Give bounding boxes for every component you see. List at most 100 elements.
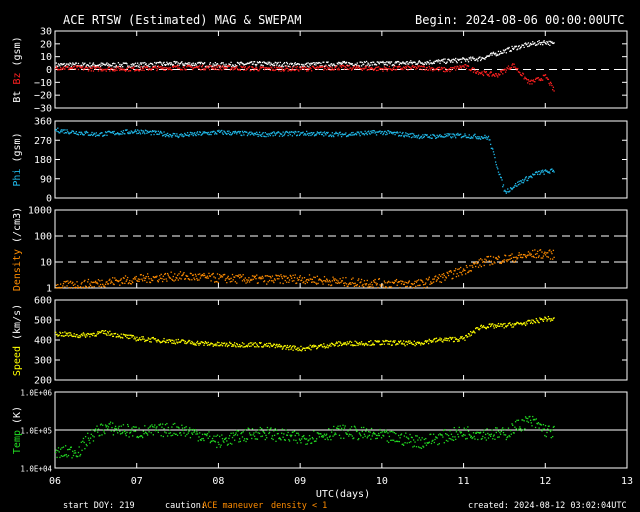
data-point bbox=[208, 344, 210, 346]
data-point bbox=[477, 266, 480, 268]
data-point bbox=[76, 455, 78, 458]
data-point bbox=[424, 133, 426, 136]
data-point bbox=[134, 338, 137, 340]
data-point bbox=[233, 131, 235, 133]
data-point bbox=[345, 67, 347, 69]
data-point bbox=[67, 454, 70, 457]
data-point bbox=[309, 278, 311, 280]
data-point bbox=[371, 435, 373, 437]
data-point bbox=[263, 135, 265, 137]
data-point bbox=[91, 333, 93, 335]
data-point bbox=[503, 69, 505, 71]
data-point bbox=[394, 65, 396, 67]
data-point bbox=[58, 68, 60, 71]
data-point bbox=[480, 325, 482, 327]
data-point bbox=[187, 340, 189, 343]
data-point bbox=[333, 434, 336, 436]
data-point bbox=[445, 276, 447, 278]
data-point bbox=[550, 318, 552, 320]
data-point bbox=[57, 68, 60, 71]
data-point bbox=[418, 65, 420, 67]
data-point bbox=[163, 278, 165, 281]
data-point bbox=[380, 343, 382, 346]
data-point bbox=[101, 434, 103, 436]
data-point bbox=[542, 74, 545, 76]
data-point bbox=[346, 64, 348, 66]
data-point bbox=[338, 133, 340, 135]
data-point bbox=[228, 278, 230, 280]
data-point bbox=[425, 444, 428, 446]
data-point bbox=[414, 61, 416, 64]
data-point bbox=[288, 68, 290, 70]
data-point bbox=[300, 66, 302, 68]
data-point bbox=[395, 61, 397, 63]
data-point bbox=[478, 56, 480, 59]
data-point bbox=[59, 130, 62, 132]
data-point bbox=[211, 343, 214, 345]
data-point bbox=[401, 132, 403, 135]
data-point bbox=[439, 62, 441, 64]
data-point bbox=[102, 63, 105, 66]
data-point bbox=[264, 62, 266, 64]
data-point bbox=[381, 431, 383, 433]
data-point bbox=[223, 342, 225, 344]
data-point bbox=[345, 64, 348, 67]
data-point bbox=[437, 59, 440, 61]
data-point bbox=[94, 428, 97, 430]
data-point bbox=[379, 343, 381, 346]
data-point bbox=[258, 68, 261, 70]
data-point bbox=[498, 53, 500, 56]
data-point bbox=[469, 265, 471, 267]
data-point bbox=[510, 187, 512, 190]
data-point bbox=[435, 436, 438, 439]
data-point bbox=[532, 419, 535, 421]
data-point bbox=[386, 70, 388, 72]
data-point bbox=[281, 348, 284, 350]
data-point bbox=[97, 428, 100, 430]
data-point bbox=[137, 69, 139, 71]
data-point bbox=[257, 432, 259, 434]
data-point bbox=[118, 67, 120, 70]
data-point bbox=[534, 81, 536, 83]
data-point bbox=[443, 274, 445, 277]
data-point bbox=[100, 423, 102, 425]
data-point bbox=[211, 67, 213, 69]
data-point bbox=[404, 134, 406, 136]
data-point bbox=[368, 132, 371, 134]
data-point bbox=[122, 337, 124, 339]
data-point bbox=[359, 134, 361, 137]
data-point bbox=[468, 69, 470, 71]
data-point bbox=[149, 62, 152, 65]
data-point bbox=[433, 69, 435, 71]
data-point bbox=[323, 61, 325, 63]
data-point bbox=[482, 137, 485, 139]
data-point bbox=[263, 343, 266, 346]
data-point bbox=[165, 133, 167, 135]
data-point bbox=[532, 319, 535, 321]
data-point bbox=[149, 281, 152, 284]
data-point bbox=[415, 135, 418, 137]
data-point bbox=[197, 342, 199, 345]
data-point bbox=[529, 322, 532, 324]
data-point bbox=[371, 343, 373, 346]
data-point bbox=[324, 65, 326, 67]
data-point bbox=[524, 428, 526, 430]
data-point bbox=[189, 64, 191, 67]
data-point bbox=[340, 342, 342, 344]
data-point bbox=[414, 344, 416, 347]
data-point bbox=[255, 431, 257, 433]
data-point bbox=[324, 347, 326, 349]
data-point bbox=[115, 64, 117, 67]
data-point bbox=[306, 347, 308, 349]
data-point bbox=[487, 255, 490, 258]
data-point bbox=[308, 439, 310, 441]
data-point bbox=[378, 131, 380, 133]
data-point bbox=[389, 62, 391, 65]
data-point bbox=[174, 273, 176, 275]
data-point bbox=[234, 64, 237, 66]
data-point bbox=[145, 432, 147, 434]
data-point bbox=[190, 66, 192, 68]
data-point bbox=[468, 134, 470, 136]
data-point bbox=[551, 252, 553, 255]
data-point bbox=[156, 426, 158, 428]
